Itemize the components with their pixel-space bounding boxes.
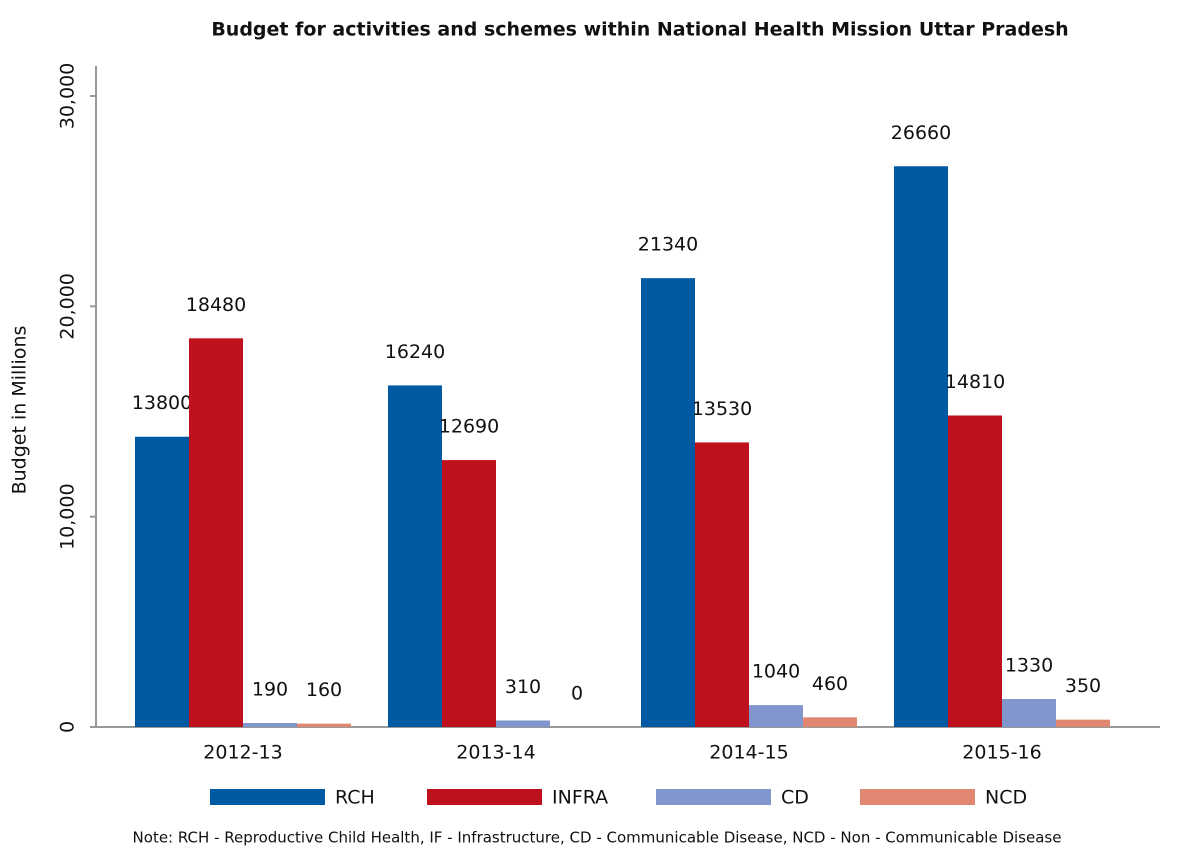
note: Note: RCH - Reproductive Child Health, I…	[133, 829, 1062, 847]
x-tick-label: 2013-14	[456, 742, 535, 764]
bar	[442, 460, 496, 727]
data-label: 0	[571, 683, 583, 705]
data-label: 1330	[1005, 655, 1053, 677]
legend-swatch	[427, 789, 542, 805]
bar	[948, 415, 1002, 727]
data-label: 13530	[692, 398, 752, 420]
legend-label: CD	[781, 787, 809, 809]
legend-swatch	[860, 789, 975, 805]
y-tick-label: 30,000	[57, 63, 79, 129]
bar	[388, 385, 442, 727]
legend-label: INFRA	[552, 787, 608, 809]
bar	[135, 436, 189, 727]
chart-title: Budget for activities and schemes within…	[211, 19, 1068, 41]
bar	[803, 717, 857, 727]
data-label: 460	[812, 673, 848, 695]
data-label: 350	[1065, 675, 1101, 697]
bar	[641, 278, 695, 727]
y-tick-label: 10,000	[57, 483, 79, 549]
legend-swatch	[210, 789, 325, 805]
data-label: 310	[505, 676, 541, 698]
y-tick-label: 20,000	[57, 273, 79, 339]
data-label: 26660	[891, 122, 951, 144]
data-label: 16240	[385, 341, 445, 363]
bar	[695, 442, 749, 727]
bar	[1056, 719, 1110, 727]
x-tick-label: 2012-13	[203, 742, 282, 764]
bar	[496, 720, 550, 727]
legend-label: NCD	[985, 787, 1027, 809]
bar	[894, 166, 948, 727]
bar	[749, 705, 803, 727]
data-label: 1040	[752, 661, 800, 683]
bar	[189, 338, 243, 727]
data-label: 14810	[945, 371, 1005, 393]
legend-label: RCH	[335, 787, 375, 809]
x-tick-label: 2014-15	[709, 742, 788, 764]
data-label: 21340	[638, 234, 698, 256]
bar	[243, 723, 297, 727]
data-label: 190	[252, 679, 288, 701]
data-label: 12690	[439, 416, 499, 438]
legend-swatch	[656, 789, 771, 805]
y-tick-label: 0	[57, 721, 79, 733]
data-label: 13800	[132, 392, 192, 414]
y-axis-label: Budget in Millions	[9, 326, 31, 495]
bar	[1002, 699, 1056, 727]
bar	[297, 723, 351, 727]
data-label: 160	[306, 679, 342, 701]
data-label: 18480	[186, 294, 246, 316]
x-tick-label: 2015-16	[962, 742, 1041, 764]
